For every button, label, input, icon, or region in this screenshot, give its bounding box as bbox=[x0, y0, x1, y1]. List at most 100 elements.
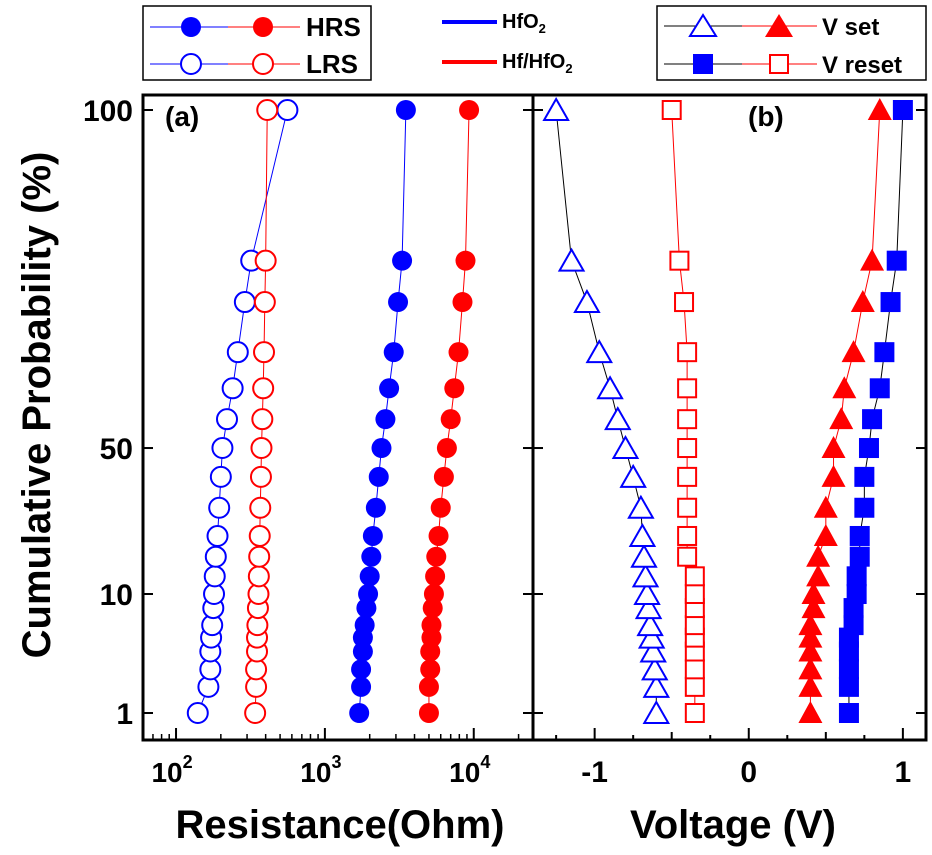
panel-b-data-point bbox=[678, 379, 696, 397]
panel-a-data-point bbox=[254, 342, 274, 362]
panel-a-x-tick-label: 104 bbox=[449, 752, 490, 788]
panel-b-data-point bbox=[686, 616, 704, 634]
panel-b-data-point bbox=[686, 660, 704, 678]
panel-a-x-tick-label: 102 bbox=[151, 752, 192, 788]
panel-a-data-point bbox=[437, 438, 457, 458]
panel-b-data-point bbox=[881, 292, 901, 312]
panel-b-data-point bbox=[854, 498, 874, 518]
panel-a-data-point bbox=[251, 467, 271, 487]
legend-hfo2-label: HfO2 bbox=[502, 11, 546, 36]
panel-a-data-point bbox=[235, 292, 255, 312]
legend-lrs-hfo2-marker bbox=[181, 54, 201, 74]
panel-b-data-point bbox=[678, 548, 696, 566]
panel-a-data-point bbox=[255, 292, 275, 312]
panel-b-series-0 bbox=[544, 99, 668, 723]
y-tick-label: 1 bbox=[116, 698, 133, 731]
legend-lrs-hf-marker bbox=[253, 54, 273, 74]
panel-b-data-point bbox=[678, 527, 696, 545]
panel-a-data-point bbox=[249, 547, 269, 567]
panel-b-data-point bbox=[874, 342, 894, 362]
panel-b-data-point bbox=[842, 340, 866, 362]
panel-a-data-point bbox=[253, 378, 273, 398]
panel-b-data-point bbox=[678, 410, 696, 428]
panel-a-data-point bbox=[419, 677, 439, 697]
panel-a-data-point bbox=[363, 526, 383, 546]
panel-b-data-point bbox=[663, 101, 681, 119]
panel-b-data-point bbox=[860, 249, 884, 271]
panel-b-data-point bbox=[850, 526, 870, 546]
panel-b-x-tick-label: -1 bbox=[581, 756, 608, 789]
y-axis-title: Cumulative Probability (%) bbox=[15, 152, 59, 659]
panel-a-data-point bbox=[188, 703, 208, 723]
panel-b-data-point bbox=[814, 496, 838, 518]
legend-vreset-hfo2-marker bbox=[693, 54, 713, 74]
legend-lrs-label: LRS bbox=[306, 49, 358, 79]
panel-b-data-point bbox=[806, 564, 830, 586]
panel-a-data-point bbox=[441, 409, 461, 429]
panel-b-data-point bbox=[859, 438, 879, 458]
legend-hf-hfo2-label: Hf/HfO2 bbox=[502, 51, 573, 76]
legend-materials: HfO2 Hf/HfO2 bbox=[442, 11, 573, 76]
panel-b-data-point bbox=[678, 468, 696, 486]
panel-a-data-point bbox=[369, 467, 389, 487]
panel-a-data-point bbox=[228, 342, 248, 362]
legend-vset-label: V set bbox=[822, 14, 879, 41]
panel-a-data-point bbox=[419, 703, 439, 723]
panel-a-data-point bbox=[421, 615, 441, 635]
panel-a-data-point bbox=[424, 584, 444, 604]
panel-a-data-point bbox=[396, 100, 416, 120]
panel-b-data-point bbox=[630, 525, 654, 546]
panel-b-data-point bbox=[847, 584, 867, 604]
panel-a-label: (a) bbox=[165, 101, 199, 132]
panel-b-label: (b) bbox=[748, 101, 784, 132]
panel-b-data-point bbox=[544, 99, 568, 120]
panel-b-data-point bbox=[839, 659, 859, 679]
panel-b-data-point bbox=[814, 524, 838, 546]
panel-a-data-point bbox=[223, 378, 243, 398]
panel-a-data-point bbox=[245, 703, 265, 723]
panel-a-data-point bbox=[250, 498, 270, 518]
panel-a-resistance: 1 10 50 100 102 103 104 bbox=[83, 95, 533, 788]
panel-b-data-point bbox=[670, 252, 688, 270]
panel-a-series-3 bbox=[245, 100, 277, 723]
panel-a-data-point bbox=[257, 100, 277, 120]
legend-voltages: V set V reset bbox=[657, 6, 926, 80]
panel-b-data-point bbox=[587, 341, 611, 362]
panel-b-data-point bbox=[621, 466, 645, 487]
panel-a-data-point bbox=[351, 659, 371, 679]
panel-b-data-point bbox=[686, 567, 704, 585]
panel-b-voltage: -1 0 1 bbox=[533, 95, 926, 789]
panel-a-data-point bbox=[388, 292, 408, 312]
legend-states: HRS LRS bbox=[143, 6, 371, 80]
panel-a-data-point bbox=[434, 467, 454, 487]
panel-a-data-point bbox=[256, 251, 276, 271]
panel-a-data-point bbox=[361, 547, 381, 567]
panel-a-data-point bbox=[250, 526, 270, 546]
panel-b-data-point bbox=[644, 702, 668, 723]
panel-a-data-point bbox=[429, 526, 449, 546]
panel-a-data-point bbox=[208, 526, 228, 546]
panel-a-x-axis-title: Resistance(Ohm) bbox=[176, 803, 505, 847]
legend-hrs-label: HRS bbox=[306, 12, 361, 42]
panel-a-data-point bbox=[375, 409, 395, 429]
panel-a-data-point bbox=[209, 498, 229, 518]
panel-b-data-point bbox=[613, 437, 637, 458]
panel-a-data-point bbox=[360, 566, 380, 586]
panel-b-data-point bbox=[629, 497, 653, 518]
panel-a-series-1 bbox=[419, 100, 479, 723]
panel-a-data-point bbox=[211, 467, 231, 487]
panel-a-data-point bbox=[277, 100, 297, 120]
panel-a-data-point bbox=[392, 251, 412, 271]
panel-a-data-point bbox=[449, 342, 469, 362]
panel-a-series-0 bbox=[349, 100, 416, 723]
panel-b-x-axis-title: Voltage (V) bbox=[630, 803, 836, 847]
panel-b-data bbox=[544, 98, 913, 723]
panel-a-data bbox=[188, 100, 479, 723]
panel-a-data-point bbox=[358, 584, 378, 604]
y-tick-label: 100 bbox=[83, 95, 133, 128]
panel-b-data-point bbox=[678, 343, 696, 361]
panel-b-x-tick-label: 1 bbox=[895, 756, 912, 789]
panel-a-data-point bbox=[455, 251, 475, 271]
panel-a-data-point bbox=[351, 677, 371, 697]
panel-b-data-point bbox=[806, 545, 830, 567]
